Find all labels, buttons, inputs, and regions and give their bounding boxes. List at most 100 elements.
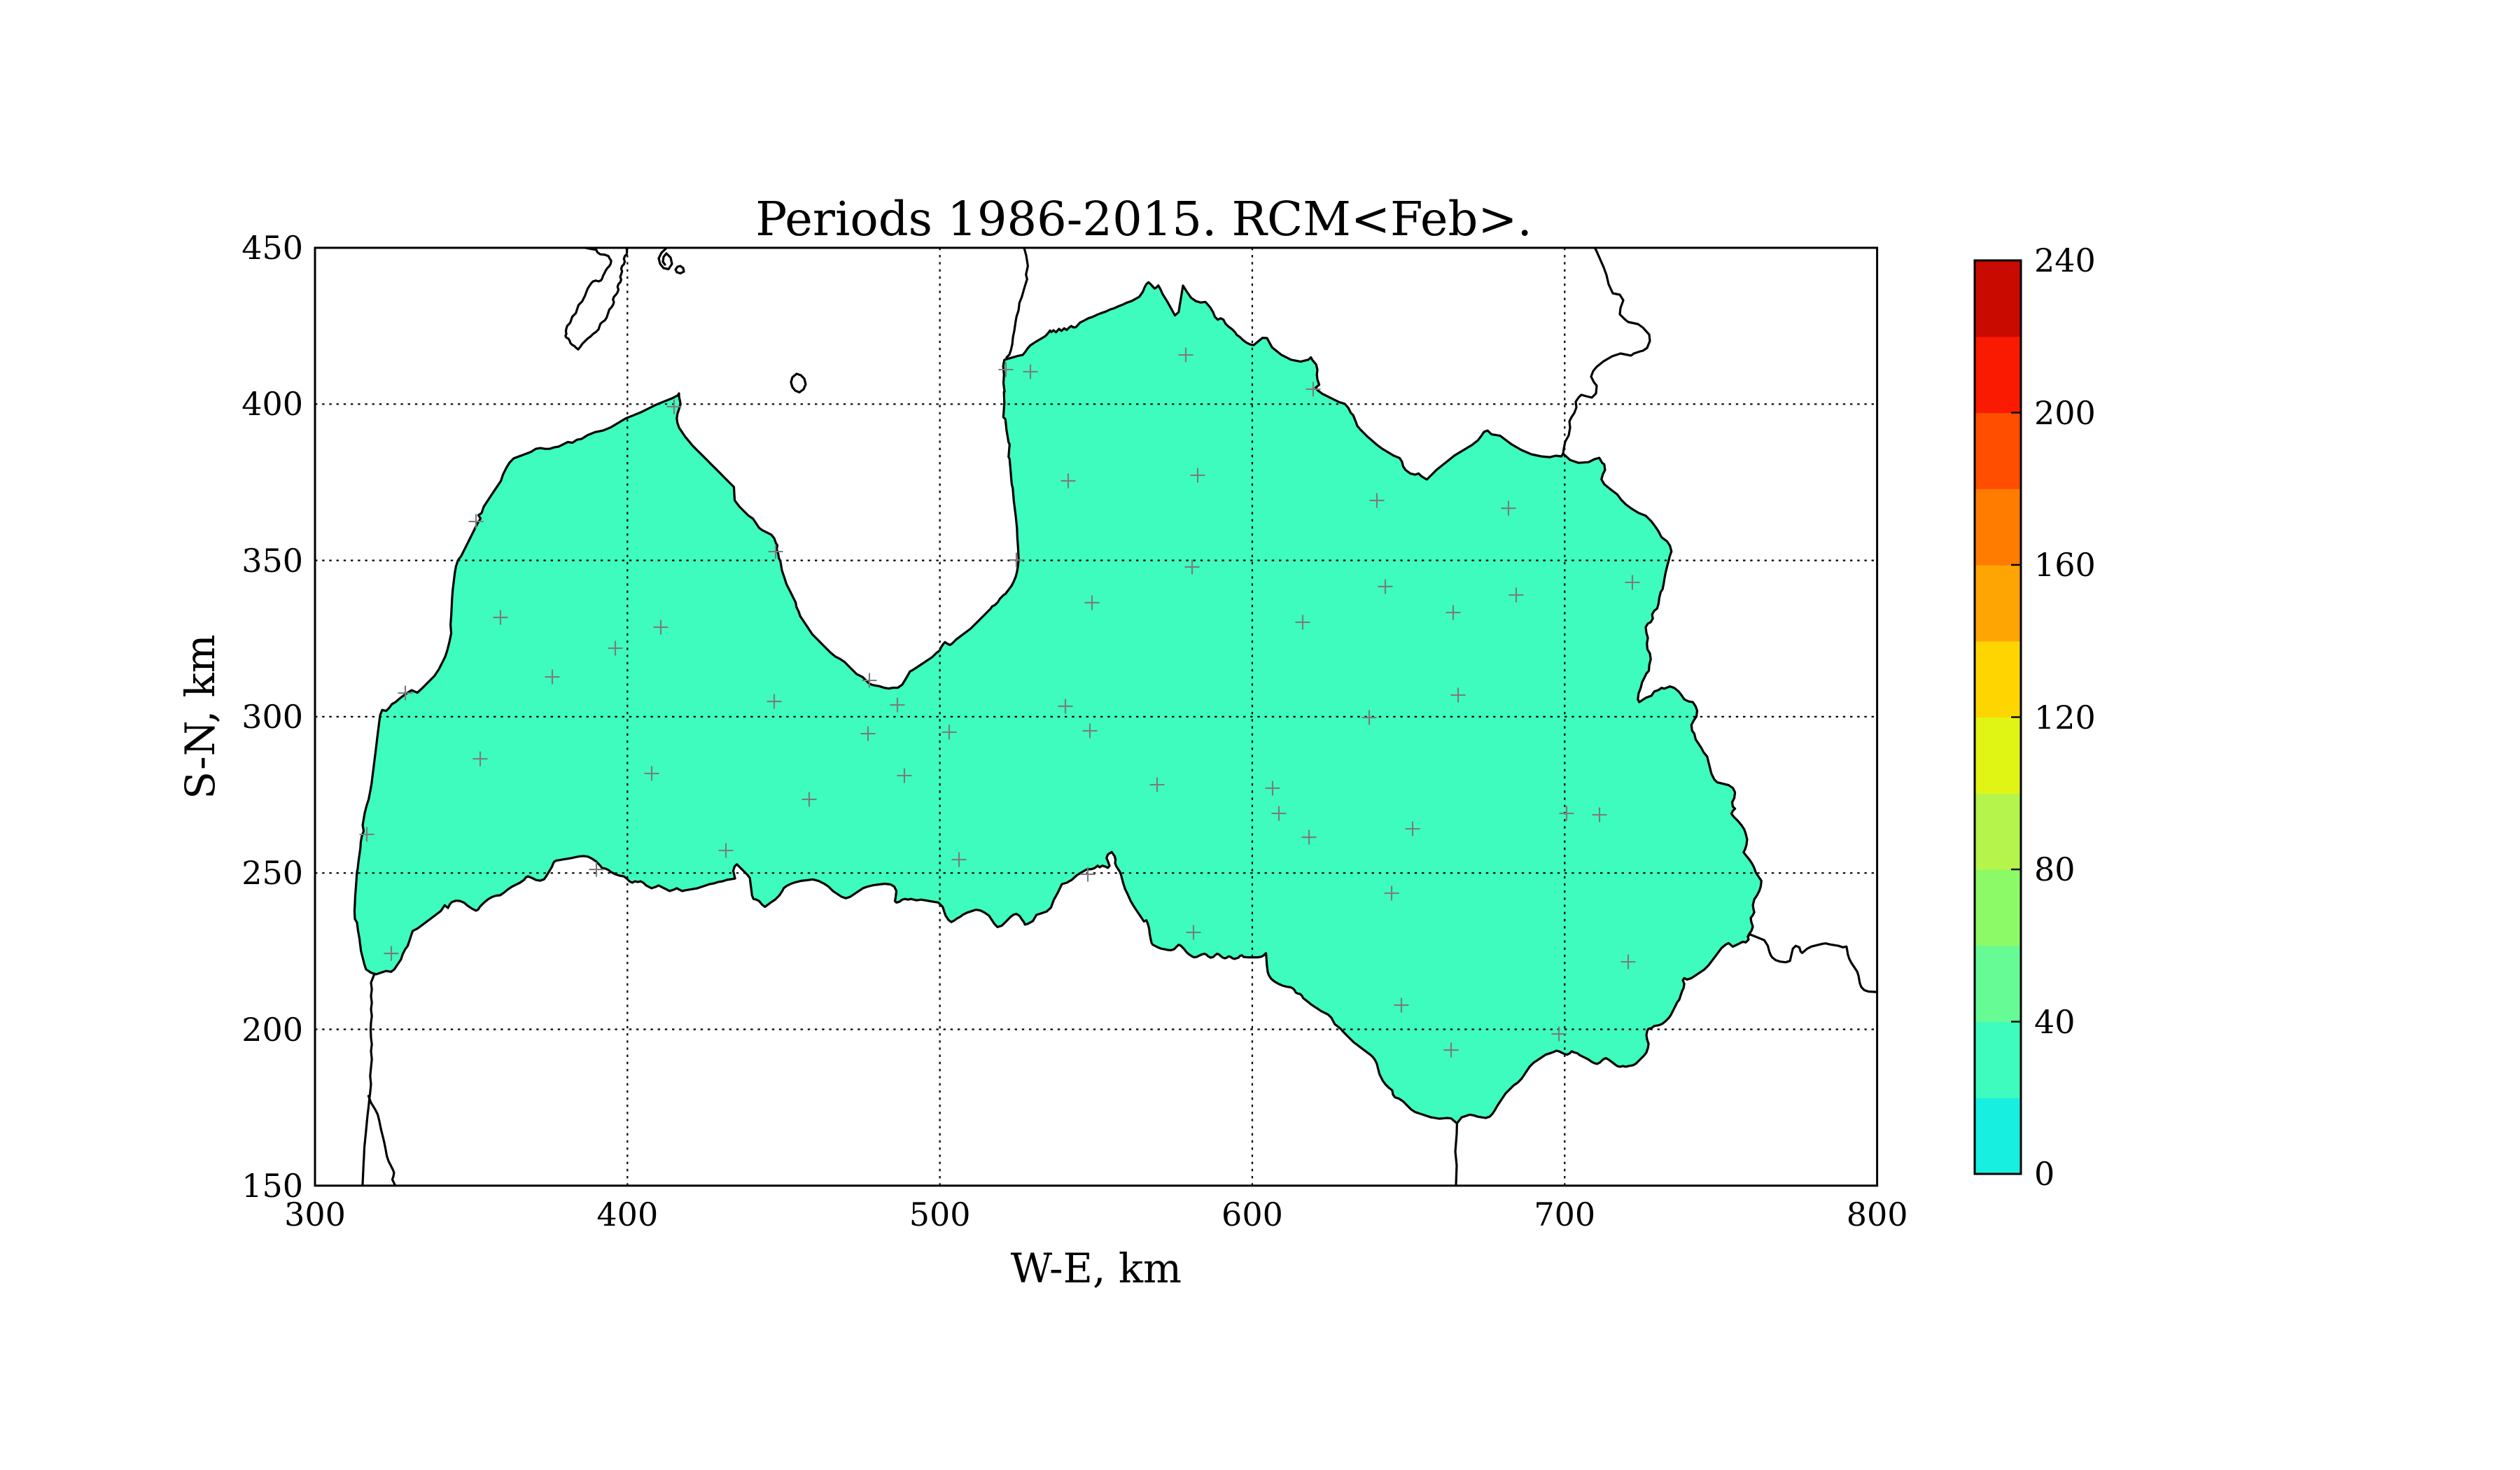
station-marker-19	[1369, 493, 1385, 508]
station-marker-52	[1620, 954, 1636, 969]
station-marker-39	[941, 724, 957, 740]
station-marker-20	[1501, 500, 1516, 516]
station-marker-9	[862, 673, 877, 688]
colorbar-tick-label-80: 80	[2034, 850, 2076, 888]
station-marker-47	[1405, 821, 1420, 836]
station-marker-18	[1190, 468, 1205, 483]
station-marker-43	[1149, 777, 1165, 792]
station-marker-53	[1394, 997, 1409, 1013]
station-marker-11	[1058, 699, 1073, 714]
colorbar-segment-120-140	[1975, 640, 2021, 718]
colorbar-segment-160-180	[1975, 489, 2021, 566]
station-marker-5	[545, 669, 560, 685]
colorbar-segment-200-220	[1975, 336, 2021, 414]
station-marker-45	[1271, 806, 1287, 821]
x-axis-label: W-E, km	[1010, 1245, 1182, 1292]
station-marker-24	[1625, 575, 1640, 590]
colorbar-tick-label-0: 0	[2034, 1155, 2055, 1193]
station-marker-21	[1184, 559, 1200, 575]
colorbar-segment-0-20	[1975, 1098, 2021, 1175]
station-marker-12	[998, 362, 1014, 377]
x-tick-label-300: 300	[284, 1195, 346, 1233]
station-marker-31	[644, 766, 659, 781]
station-marker-27	[1084, 595, 1100, 610]
saaremaa-island-line	[564, 246, 629, 351]
x-tick-label-500: 500	[909, 1195, 971, 1233]
estonia-russia-border-line	[1562, 246, 1651, 455]
lithuania-coast-line	[361, 972, 376, 1186]
station-marker-4	[608, 640, 623, 656]
estonia-coast-line	[1005, 246, 1029, 360]
station-marker-49	[1592, 807, 1607, 822]
colorbar-tick-label-240: 240	[2034, 241, 2096, 279]
curonian-lagoon-shore-line	[367, 1095, 396, 1186]
station-marker-8	[768, 544, 783, 559]
station-marker-48	[1559, 806, 1574, 821]
station-marker-2	[493, 610, 508, 625]
colorbar-segment-100-120	[1975, 717, 2021, 794]
station-marker-7	[766, 694, 782, 709]
station-marker-6	[398, 685, 413, 701]
station-marker-51	[1186, 925, 1201, 940]
ruhnu-island-line	[790, 372, 807, 394]
latvia-region-fill	[354, 282, 1762, 1124]
y-tick-label-400: 400	[241, 385, 303, 424]
station-marker-23	[1508, 587, 1524, 603]
station-marker-33	[897, 768, 912, 783]
station-marker-0	[666, 399, 682, 414]
russia-belarus-border-line	[1746, 933, 1879, 994]
colorbar-segment-80-100	[1975, 793, 2021, 870]
x-tick-label-600: 600	[1222, 1195, 1283, 1233]
colorbar-tick-label-40: 40	[2034, 1002, 2076, 1041]
station-marker-55	[1551, 1026, 1567, 1042]
lithuania-belarus-border-line	[1454, 1122, 1458, 1186]
station-marker-1	[468, 514, 484, 529]
station-marker-50	[1384, 886, 1399, 901]
station-marker-29	[1362, 710, 1377, 725]
y-tick-label-250: 250	[241, 854, 303, 892]
station-marker-14	[1060, 473, 1076, 489]
station-marker-35	[718, 843, 734, 858]
kihnu-island-line	[657, 246, 673, 271]
colorbar-tick-label-200: 200	[2034, 393, 2096, 432]
station-marker-28	[1450, 687, 1466, 703]
station-marker-34	[802, 792, 817, 807]
y-tick-label-300: 300	[241, 697, 303, 736]
station-marker-44	[1265, 780, 1280, 796]
station-marker-3	[653, 620, 668, 635]
abruka-island-line	[674, 265, 685, 275]
colorbar-segment-60-80	[1975, 869, 2021, 946]
colorbar-segment-180-200	[1975, 412, 2021, 489]
station-marker-37	[359, 827, 374, 842]
station-marker-42	[1080, 867, 1096, 882]
colorbar-segment-140-160	[1975, 565, 2021, 642]
colorbar-segment-220-240	[1975, 260, 2021, 337]
plot-title: Periods 1986-2015. RCM<Feb>.	[755, 192, 1532, 246]
station-marker-17	[1306, 382, 1321, 397]
colorbar-segment-20-40	[1975, 1021, 2021, 1098]
colorbar-frame	[1973, 259, 2022, 1175]
y-tick-label-200: 200	[241, 1010, 303, 1049]
x-tick-label-800: 800	[1846, 1195, 1908, 1233]
y-tick-label-150: 150	[241, 1166, 303, 1205]
station-marker-13	[1023, 364, 1038, 379]
station-marker-32	[860, 726, 876, 741]
x-tick-label-400: 400	[596, 1195, 659, 1233]
station-marker-36	[589, 862, 604, 877]
station-marker-40	[1082, 723, 1098, 738]
station-marker-30	[472, 751, 488, 766]
station-marker-25	[1446, 605, 1461, 620]
station-marker-15	[1009, 552, 1024, 568]
y-tick-label-450: 450	[241, 229, 303, 267]
station-marker-38	[384, 946, 399, 961]
colorbar-tick-label-160: 160	[2034, 546, 2096, 584]
station-marker-26	[1295, 615, 1310, 630]
station-marker-16	[1178, 347, 1194, 363]
station-marker-10	[890, 697, 905, 713]
station-marker-46	[1301, 830, 1317, 845]
colorbar-tick-label-120: 120	[2034, 698, 2096, 736]
station-marker-54	[1443, 1042, 1459, 1058]
axes-frame	[314, 246, 1879, 1187]
